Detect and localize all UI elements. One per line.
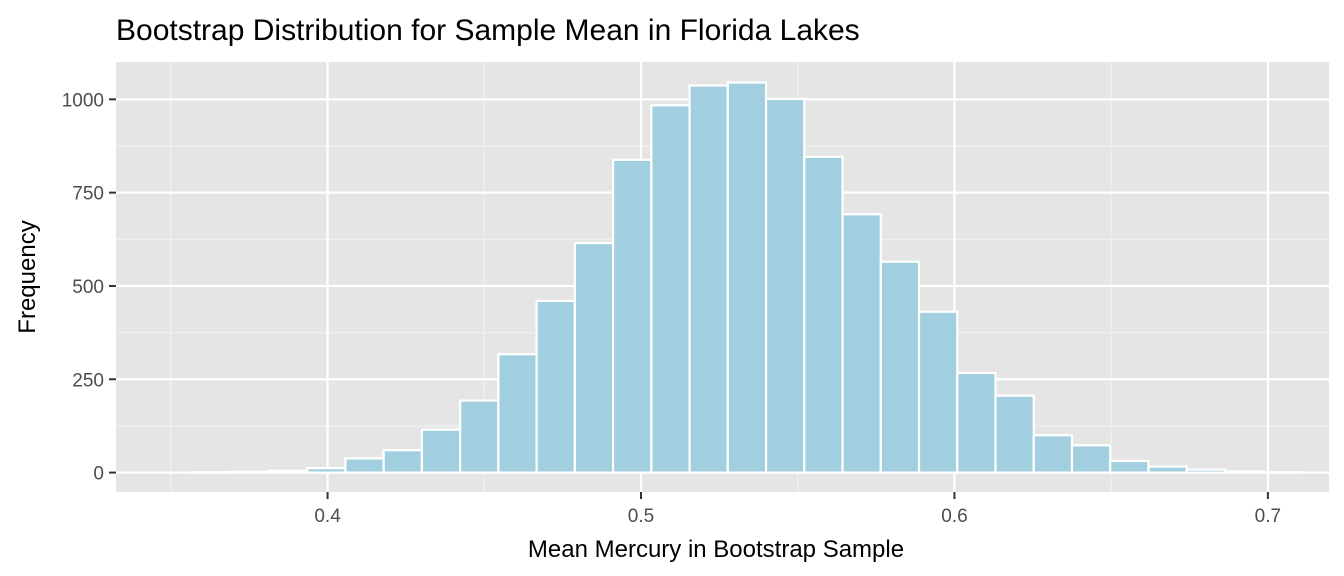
histogram-bar [306, 467, 347, 474]
histogram-bar [535, 299, 576, 474]
histogram-bar [191, 471, 232, 474]
x-tick-label: 0.7 [1255, 506, 1281, 527]
histogram-bar [344, 457, 385, 474]
histogram-bar [803, 155, 844, 474]
histogram-bar [688, 84, 729, 474]
x-axis-title: Mean Mercury in Bootstrap Sample [528, 536, 904, 563]
y-tick-label: 0 [93, 464, 104, 485]
histogram-bar [382, 449, 424, 474]
histogram-bar [726, 81, 768, 474]
histogram-bar [879, 260, 921, 474]
histogram-bar [956, 371, 997, 474]
histogram-bar [841, 213, 882, 474]
histogram-bar [1223, 470, 1265, 474]
y-tick-label: 500 [72, 277, 104, 298]
histogram-bar [267, 469, 309, 474]
y-tick-label: 1000 [62, 90, 104, 111]
histogram-bar [497, 353, 538, 474]
histogram-bars [191, 81, 1303, 474]
y-tick-label: 250 [72, 370, 104, 391]
histogram-bar [994, 394, 1035, 474]
histogram-bar [459, 399, 500, 474]
histogram-bar [1185, 468, 1227, 474]
y-tick-label: 750 [72, 184, 104, 205]
x-tick-label: 0.5 [628, 506, 654, 527]
x-tick-label: 0.6 [941, 506, 967, 527]
y-axis-title: Frequency [14, 220, 41, 333]
histogram-bar [573, 241, 615, 474]
histogram-bar [1032, 434, 1074, 474]
chart-title: Bootstrap Distribution for Sample Mean i… [116, 14, 860, 47]
histogram-bar [917, 310, 959, 474]
histogram-bar [612, 158, 653, 474]
histogram-bar [420, 428, 462, 474]
y-axis-ticks: 0 250 500 750 1000 [62, 90, 116, 485]
histogram-bar [764, 97, 806, 474]
x-axis-ticks: 0.4 0.5 0.6 0.7 [314, 492, 1281, 527]
histogram-bar [650, 104, 691, 474]
x-tick-label: 0.4 [314, 506, 341, 527]
histogram-bar [1109, 459, 1150, 474]
histogram-bar [1147, 465, 1188, 474]
histogram-bar [1070, 444, 1112, 474]
histogram-bar [229, 470, 271, 474]
histogram-bar [1262, 471, 1303, 474]
